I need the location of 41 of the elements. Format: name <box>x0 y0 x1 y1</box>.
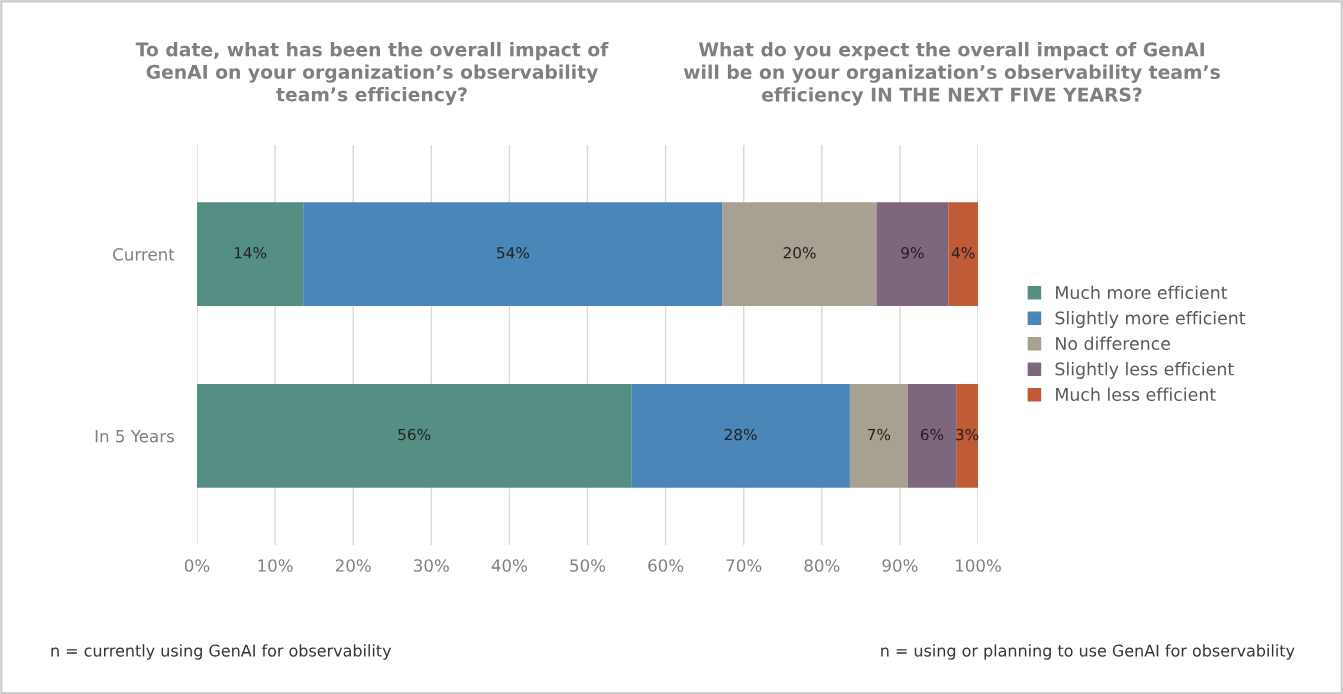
x-tick-label: 70% <box>726 559 762 572</box>
data-label: 54% <box>497 246 530 259</box>
data-label: 14% <box>234 246 267 259</box>
data-label: 9% <box>901 246 924 259</box>
x-tick-label: 10% <box>258 559 293 572</box>
legend-label: Slightly less efficient <box>1055 362 1234 379</box>
legend-label: No difference <box>1056 336 1170 351</box>
data-label: 7% <box>867 428 891 441</box>
text: n = using or planning to use GenAI for observability <box>881 644 1295 660</box>
data-label: 6% <box>920 428 944 441</box>
legend-label: Slightly more efficient <box>1055 311 1246 328</box>
x-tick-label: 20% <box>335 559 371 572</box>
data-label: 4% <box>951 246 975 259</box>
bar <box>956 384 978 488</box>
x-tick-label: 0% <box>184 559 210 572</box>
legend-label: Much more efficient <box>1056 285 1228 300</box>
x-tick-label: 50% <box>570 559 606 572</box>
x-tick-label: 30% <box>414 559 449 572</box>
data-label: 56% <box>398 428 431 441</box>
y-tick-label: Current <box>113 248 175 261</box>
bar <box>303 202 723 306</box>
bar <box>631 384 850 488</box>
bar <box>197 384 632 488</box>
x-tick-label: 90% <box>882 559 918 572</box>
x-tick-label: 60% <box>648 559 684 572</box>
data-label: 28% <box>724 428 757 441</box>
chart-subtitle: What do you expect the overall impact of GenAI will be on your organization’s observability team’s efficiency IN THE NEXT FIVE YEARS? <box>683 42 1220 106</box>
text: n = currently using GenAI for observability <box>51 644 392 660</box>
data-label: 20% <box>783 246 816 259</box>
y-tick-label: In 5 Years <box>95 430 174 443</box>
chart-title: To date, what has been the overall impact of GenAI on your organization’s observability team’s efficiency? <box>135 42 609 106</box>
bar <box>722 202 877 306</box>
bar <box>876 202 949 306</box>
bar <box>849 384 908 488</box>
bar <box>907 384 957 488</box>
bar <box>197 202 304 306</box>
x-tick-label: 100% <box>956 559 1001 572</box>
x-tick-label: 40% <box>491 559 527 572</box>
bar <box>948 202 978 306</box>
legend-label: Much less efficient <box>1056 387 1216 401</box>
x-tick-label: 80% <box>804 559 840 572</box>
